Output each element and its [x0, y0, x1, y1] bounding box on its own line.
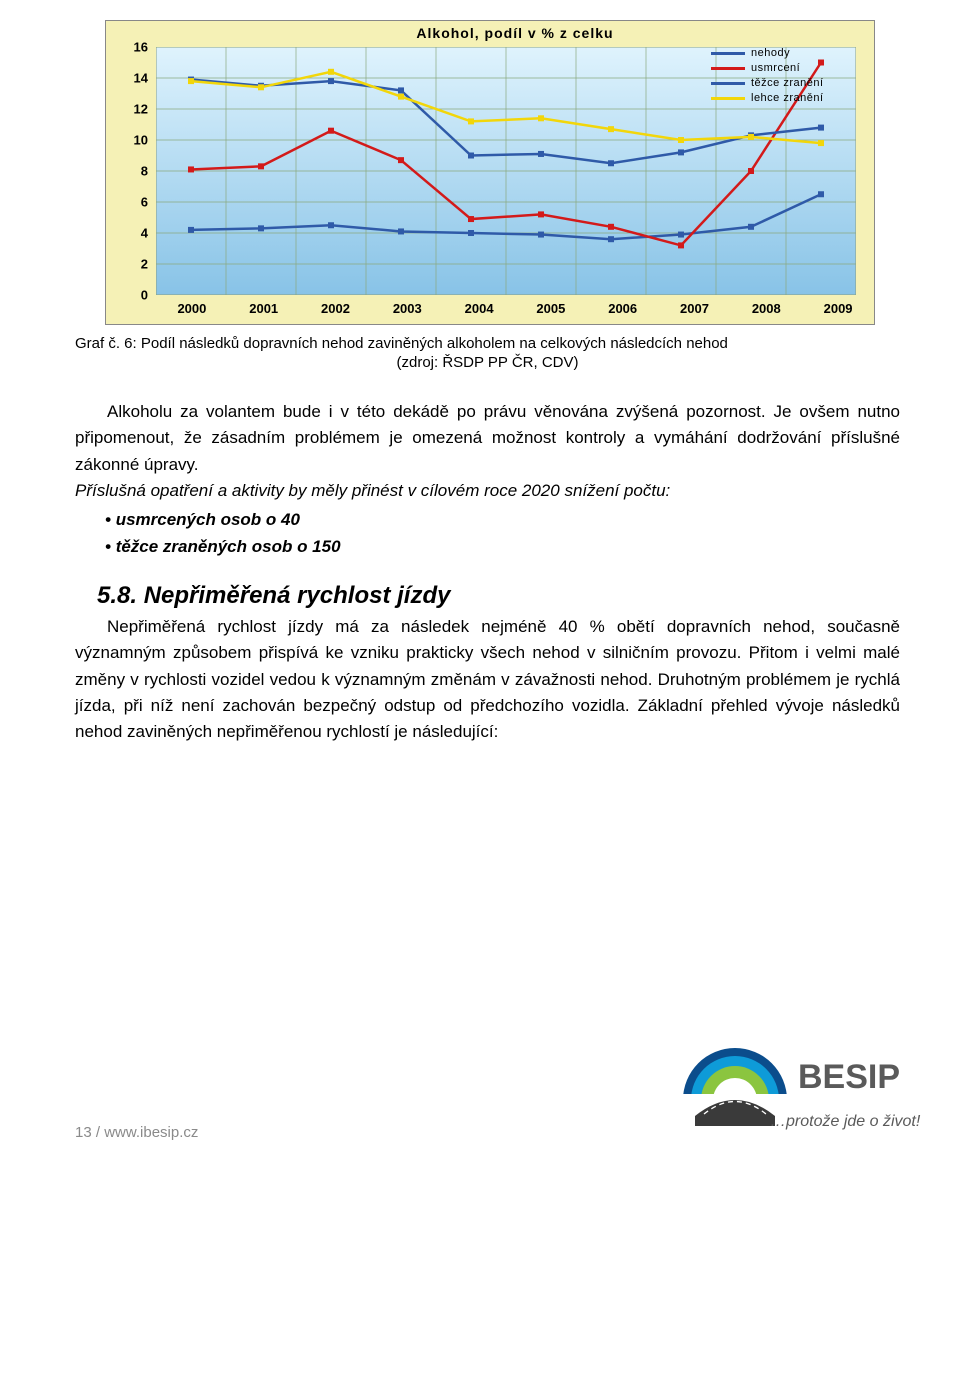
- x-tick-label: 2002: [300, 295, 372, 324]
- y-tick-label: 6: [141, 195, 148, 210]
- x-tick-label: 2008: [730, 295, 802, 324]
- y-tick-label: 4: [141, 226, 148, 241]
- y-tick-label: 16: [134, 40, 148, 55]
- section-number: 5.8.: [97, 582, 137, 609]
- x-tick-label: 2001: [228, 295, 300, 324]
- y-tick-label: 12: [134, 102, 148, 117]
- y-axis: 0246810121416: [106, 21, 156, 295]
- legend-label: lehce zranění: [751, 92, 824, 104]
- legend-swatch: [711, 52, 745, 55]
- x-tick-label: 2005: [515, 295, 587, 324]
- page-number: 13 / www.ibesip.cz: [75, 1124, 198, 1141]
- legend-item: usmrcení: [711, 62, 846, 74]
- y-tick-label: 8: [141, 164, 148, 179]
- legend-label: nehody: [751, 47, 790, 59]
- legend-label: usmrcení: [751, 62, 800, 74]
- legend-swatch: [711, 82, 745, 85]
- figure-caption: Graf č. 6: Podíl následků dopravních neh…: [75, 335, 900, 352]
- section-heading: 5.8. Nepřiměřená rychlost jízdy: [97, 582, 900, 610]
- x-tick-label: 2009: [802, 295, 874, 324]
- chart-container: 0 2 4 6 8 10 12 14 16 Alkohol, podíl v % z celku…: [105, 20, 875, 325]
- besip-logo: BESIP …protože jde o život!: [680, 1026, 930, 1141]
- legend-item: nehody: [711, 47, 846, 59]
- x-axis: 2000200120022003200420052006200720082009: [156, 295, 874, 324]
- chart-title: Alkohol, podíl v % z celku: [156, 21, 874, 47]
- x-tick-label: 2004: [443, 295, 515, 324]
- chart-legend: nehody usmrcení těžce zranění lehce zranění: [711, 47, 846, 107]
- paragraph-1: Alkoholu za volantem bude i v této dekád…: [75, 399, 900, 478]
- svg-text:…protože jde o život!: …protože jde o život!: [770, 1113, 921, 1130]
- y-tick-label: 10: [134, 133, 148, 148]
- legend-swatch: [711, 67, 745, 70]
- y-tick-label: 2: [141, 257, 148, 272]
- legend-item: lehce zranění: [711, 92, 846, 104]
- y-tick-label: 0: [141, 288, 148, 303]
- legend-item: těžce zranění: [711, 77, 846, 89]
- svg-text:BESIP: BESIP: [798, 1058, 900, 1096]
- section-title: Nepřiměřená rychlost jízdy: [144, 582, 451, 609]
- bullet-item: těžce zraněných osob o 150: [105, 534, 900, 560]
- x-tick-label: 2000: [156, 295, 228, 324]
- bullet-item: usmrcených osob o 40: [105, 507, 900, 533]
- x-tick-label: 2006: [587, 295, 659, 324]
- paragraph-2: Příslušná opatření a aktivity by měly př…: [75, 478, 900, 504]
- legend-swatch: [711, 97, 745, 100]
- x-tick-label: 2003: [371, 295, 443, 324]
- paragraph-3: Nepřiměřená rychlost jízdy má za následe…: [75, 614, 900, 746]
- figure-source: (zdroj: ŘSDP PP ČR, CDV): [75, 354, 900, 371]
- y-tick-label: 14: [134, 71, 148, 86]
- x-tick-label: 2007: [659, 295, 731, 324]
- bullet-list: usmrcených osob o 40těžce zraněných osob…: [105, 507, 900, 560]
- legend-label: těžce zranění: [751, 77, 824, 89]
